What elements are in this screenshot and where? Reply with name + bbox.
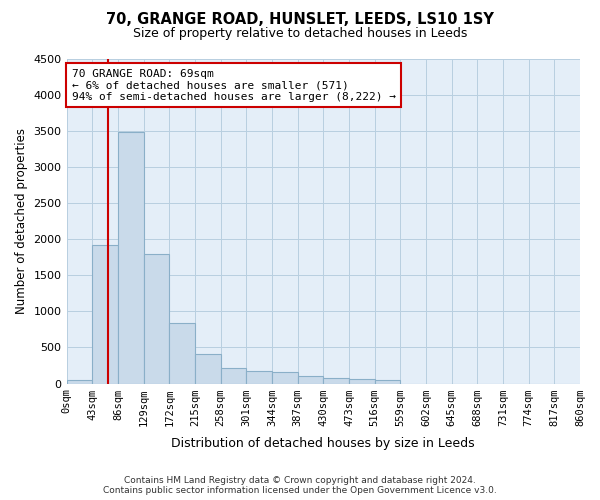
Bar bbox=[349, 379, 374, 384]
Text: Size of property relative to detached houses in Leeds: Size of property relative to detached ho… bbox=[133, 28, 467, 40]
Y-axis label: Number of detached properties: Number of detached properties bbox=[15, 128, 28, 314]
Bar bbox=[118, 132, 143, 384]
Bar bbox=[195, 354, 221, 384]
Bar bbox=[92, 245, 118, 384]
X-axis label: Distribution of detached houses by size in Leeds: Distribution of detached houses by size … bbox=[172, 437, 475, 450]
Text: Contains HM Land Registry data © Crown copyright and database right 2024.
Contai: Contains HM Land Registry data © Crown c… bbox=[103, 476, 497, 495]
Bar bbox=[272, 372, 298, 384]
Bar bbox=[169, 323, 195, 384]
Bar bbox=[221, 368, 246, 384]
Text: 70, GRANGE ROAD, HUNSLET, LEEDS, LS10 1SY: 70, GRANGE ROAD, HUNSLET, LEEDS, LS10 1S… bbox=[106, 12, 494, 28]
Bar bbox=[374, 380, 400, 384]
Bar bbox=[67, 380, 92, 384]
Bar bbox=[298, 376, 323, 384]
Bar bbox=[246, 372, 272, 384]
Text: 70 GRANGE ROAD: 69sqm
← 6% of detached houses are smaller (571)
94% of semi-deta: 70 GRANGE ROAD: 69sqm ← 6% of detached h… bbox=[71, 68, 395, 102]
Bar bbox=[323, 378, 349, 384]
Bar bbox=[143, 254, 169, 384]
